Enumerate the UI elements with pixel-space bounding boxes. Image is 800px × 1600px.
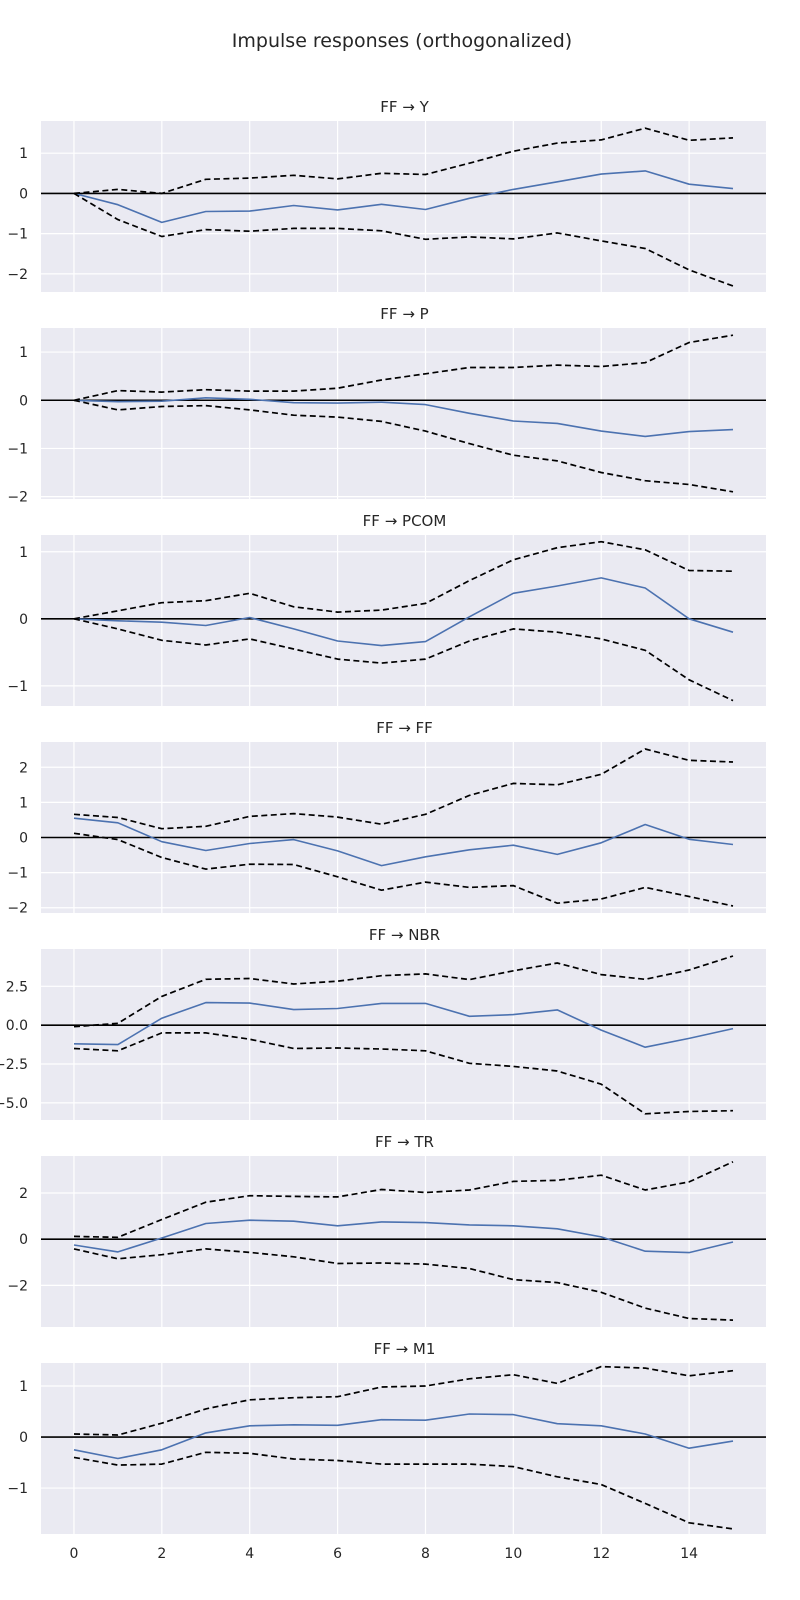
figure-title: Impulse responses (orthogonalized) [232, 30, 572, 52]
response-line [73, 396, 734, 438]
y-tick-label: 0 [19, 393, 28, 409]
panel-title: FF → PCOM [363, 512, 447, 530]
y-tick-label: −1 [7, 1481, 28, 1497]
y-tick-label: 0 [19, 186, 28, 202]
plot-area [41, 535, 766, 706]
upper-band-line [73, 1161, 734, 1239]
plot-area [41, 949, 766, 1120]
lower-band-line [73, 1451, 734, 1530]
x-tick-label: 14 [680, 1546, 698, 1562]
response-line [73, 817, 734, 867]
y-tick-label: 2.5 [6, 979, 28, 995]
lower-band-line [73, 192, 734, 287]
panel-ff-to-tr: −2 0 2 FF → TR [7, 1133, 766, 1327]
y-tick-label: 0 [19, 831, 28, 847]
y-tick-label: 1 [19, 146, 28, 162]
y-tick-label: −1 [7, 227, 28, 243]
panel-title: FF → P [380, 305, 428, 323]
y-tick-label: −1 [7, 866, 28, 882]
panel-title: FF → Y [380, 98, 429, 116]
upper-band-line [73, 540, 734, 620]
lower-band-line [73, 832, 734, 907]
y-tick-label: −2.5 [0, 1057, 28, 1073]
x-tick-label: 0 [69, 1546, 78, 1562]
response-line [73, 577, 734, 647]
x-tick-label: 12 [592, 1546, 610, 1562]
upper-band-line [73, 334, 734, 402]
y-tick-label: 1 [19, 345, 28, 361]
x-tick-label: 6 [333, 1546, 342, 1562]
panel-title: FF → TR [375, 1133, 434, 1151]
x-tick-label: 4 [245, 1546, 254, 1562]
panel-title: FF → NBR [369, 926, 440, 944]
y-tick-label: 2 [19, 1186, 28, 1202]
y-tick-label: 1 [19, 545, 28, 561]
panel-ff-to-m1: −1 0 1 FF → M1 0 2 4 6 8 10 12 14 [7, 1340, 766, 1562]
y-tick-label: −2 [7, 267, 28, 283]
y-tick-label: 0 [19, 1232, 28, 1248]
response-line [73, 1219, 734, 1254]
panel-ff-to-p: −2 −1 0 1 FF → P [7, 305, 766, 506]
y-tick-label: 0.0 [6, 1018, 28, 1034]
panel-title: FF → M1 [374, 1340, 436, 1358]
y-tick-label: −1 [7, 441, 28, 457]
y-tick-label: 2 [19, 760, 28, 776]
response-line [73, 170, 734, 224]
y-tick-label: −5.0 [0, 1096, 28, 1112]
panel-ff-to-nbr: −5.0 −2.5 0.0 2.5 FF → NBR [0, 926, 766, 1120]
y-tick-label: 0 [19, 612, 28, 628]
y-tick-label: 0 [19, 1430, 28, 1446]
y-tick-label: 1 [19, 1379, 28, 1395]
response-line [73, 1413, 734, 1460]
y-tick-label: −1 [7, 679, 28, 695]
y-tick-label: 1 [19, 795, 28, 811]
x-tick-label: 10 [504, 1546, 522, 1562]
y-tick-label: −2 [7, 490, 28, 506]
y-tick-label: −2 [7, 1278, 28, 1294]
lower-band-line [73, 617, 734, 702]
upper-band-line [73, 955, 734, 1028]
panel-ff-to-y: −2 −1 0 1 FF → Y [7, 98, 766, 292]
plot-area [41, 328, 766, 499]
lower-band-line [73, 1248, 734, 1321]
lower-band-line [73, 1032, 734, 1115]
panel-title: FF → FF [376, 719, 433, 737]
response-line [73, 1001, 734, 1048]
upper-band-line [73, 748, 734, 830]
upper-band-line [73, 1365, 734, 1436]
panel-ff-to-ff: −2 −1 0 1 2 FF → FF [7, 719, 766, 917]
x-tick-label: 2 [157, 1546, 166, 1562]
y-tick-label: −2 [7, 901, 28, 917]
x-tick-label: 8 [421, 1546, 430, 1562]
panel-ff-to-pcom: −1 0 1 FF → PCOM [7, 512, 766, 706]
upper-band-line [73, 127, 734, 195]
